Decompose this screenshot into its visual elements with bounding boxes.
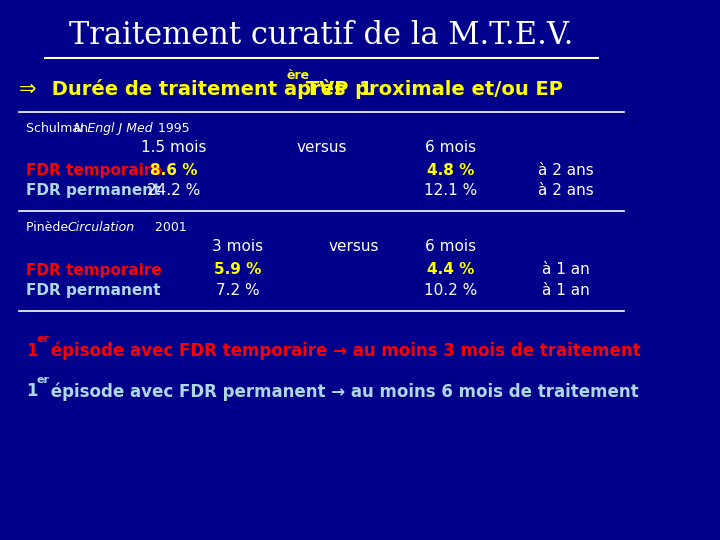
- Text: 3 mois: 3 mois: [212, 239, 264, 254]
- Text: TVP proximale et/ou EP: TVP proximale et/ou EP: [299, 79, 563, 99]
- Text: 6 mois: 6 mois: [425, 239, 476, 254]
- Text: FDR permanent: FDR permanent: [26, 283, 161, 298]
- Text: versus: versus: [328, 239, 379, 254]
- Text: épisode avec FDR permanent → au moins 6 mois de traitement: épisode avec FDR permanent → au moins 6 …: [45, 382, 639, 401]
- Text: FDR temporaire: FDR temporaire: [26, 262, 161, 278]
- Text: 10.2 %: 10.2 %: [423, 283, 477, 298]
- Text: Pinède: Pinède: [26, 221, 72, 234]
- Text: 8.6 %: 8.6 %: [150, 163, 197, 178]
- Text: Traitement curatif de la M.T.E.V.: Traitement curatif de la M.T.E.V.: [69, 19, 574, 51]
- Text: ère: ère: [287, 69, 310, 82]
- Text: 2001: 2001: [151, 221, 187, 234]
- Text: à 2 ans: à 2 ans: [539, 183, 594, 198]
- Text: 5.9 %: 5.9 %: [215, 262, 261, 278]
- Text: épisode avec FDR temporaire → au moins 3 mois de traitement: épisode avec FDR temporaire → au moins 3…: [45, 342, 641, 360]
- Text: Schulman: Schulman: [26, 122, 91, 135]
- Text: 4.8 %: 4.8 %: [427, 163, 474, 178]
- Text: 1.5 mois: 1.5 mois: [141, 140, 207, 156]
- Text: Circulation: Circulation: [68, 221, 135, 234]
- Text: 7.2 %: 7.2 %: [216, 283, 260, 298]
- Text: 1: 1: [26, 382, 37, 401]
- Text: 12.1 %: 12.1 %: [423, 183, 477, 198]
- Text: Durée de traitement après  1: Durée de traitement après 1: [45, 79, 373, 99]
- Text: er: er: [36, 375, 49, 384]
- Text: ⇒: ⇒: [19, 79, 37, 99]
- Text: er: er: [36, 334, 49, 344]
- Text: 1995: 1995: [154, 122, 190, 135]
- Text: 1: 1: [26, 342, 37, 360]
- Text: 6 mois: 6 mois: [425, 140, 476, 156]
- Text: versus: versus: [297, 140, 347, 156]
- Text: à 1 an: à 1 an: [542, 262, 590, 278]
- Text: FDR temporaire: FDR temporaire: [26, 163, 161, 178]
- Text: à 1 an: à 1 an: [542, 283, 590, 298]
- Text: 4.4 %: 4.4 %: [427, 262, 474, 278]
- Text: FDR permanent: FDR permanent: [26, 183, 161, 198]
- Text: 24.2 %: 24.2 %: [147, 183, 200, 198]
- Text: N Engl J Med: N Engl J Med: [74, 122, 153, 135]
- Text: à 2 ans: à 2 ans: [539, 163, 594, 178]
